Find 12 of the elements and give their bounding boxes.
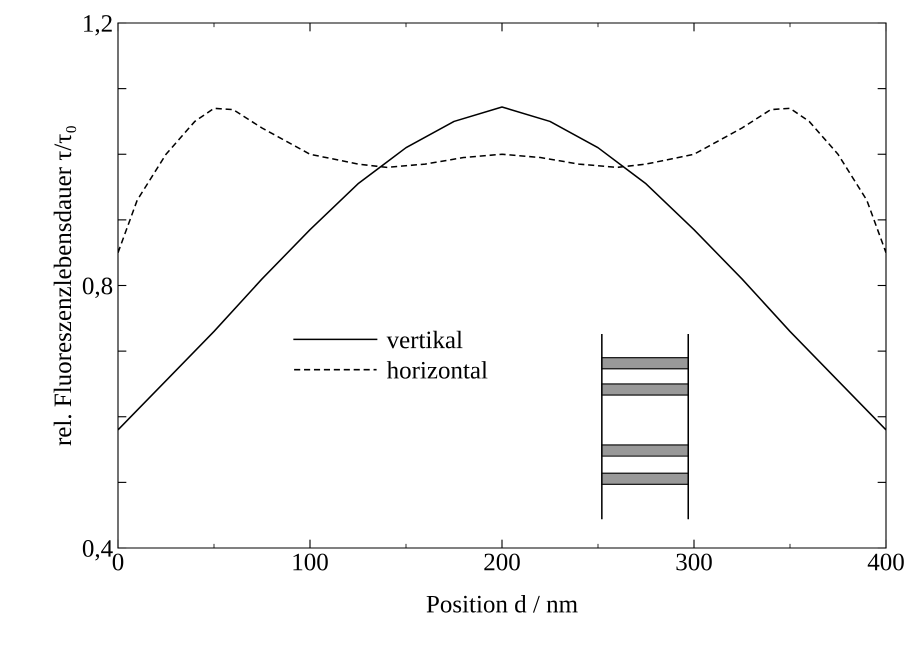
y-tick-label: 0,8 <box>82 278 112 298</box>
x-tick-label: 400 <box>868 554 904 570</box>
y-axis-title: rel. Fluoreszenzlebensdauer τ/τ₀ <box>54 126 76 446</box>
y-tick-label: 0,4 <box>82 540 113 561</box>
legend-label: vertikal <box>386 330 462 348</box>
legend-label: horizontal <box>386 361 488 379</box>
x-tick-label: 200 <box>484 554 520 570</box>
x-tick-label: 100 <box>293 554 328 570</box>
y-tick-label: 1,2 <box>84 15 112 36</box>
x-tick-label: 300 <box>676 554 712 570</box>
x-axis-title: Position d / nm <box>426 594 578 613</box>
x-tick-label: 0 <box>112 554 124 570</box>
